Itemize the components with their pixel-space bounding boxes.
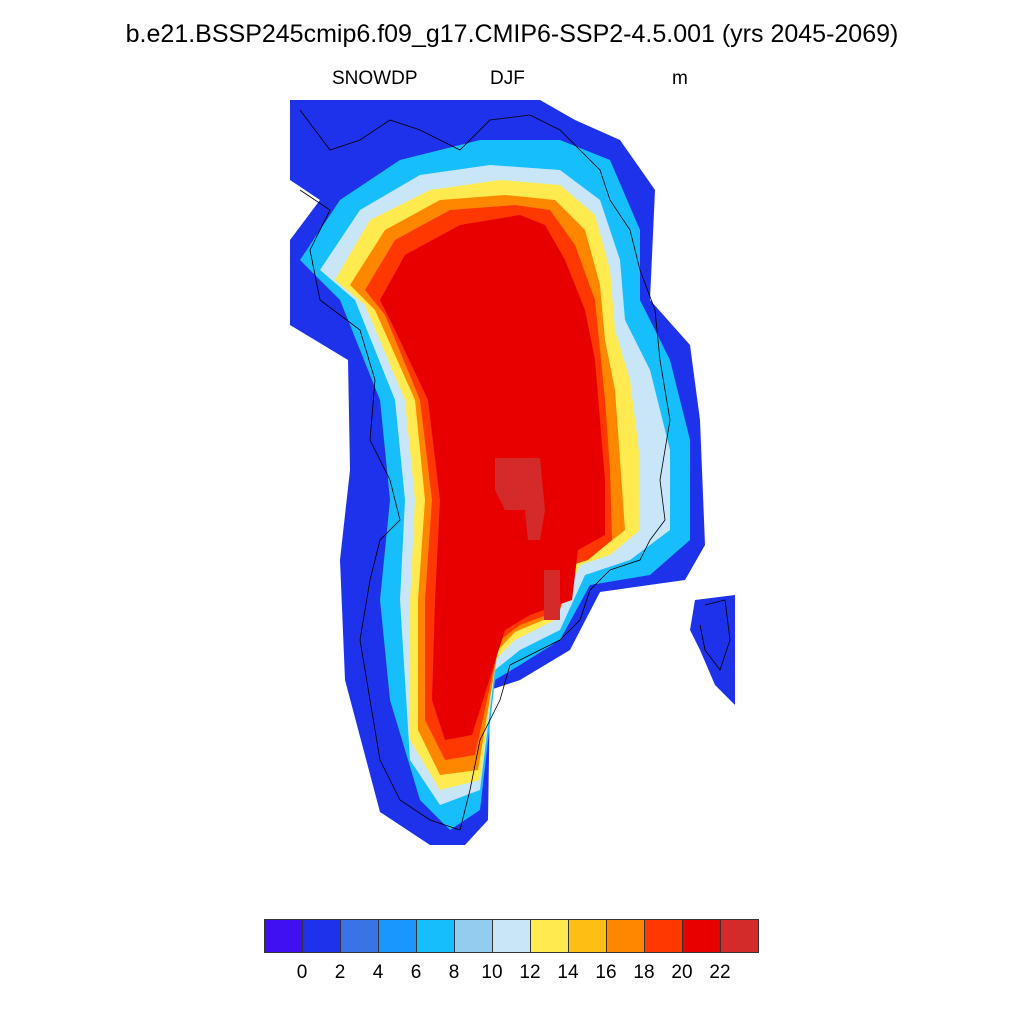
colorbar-swatch	[455, 920, 493, 952]
colorbar-swatch	[417, 920, 455, 952]
colorbar-tick-label: 2	[334, 962, 346, 983]
colorbar-swatch	[721, 920, 758, 952]
greenland-snow-depth-map	[290, 100, 735, 845]
field-core-red	[380, 215, 605, 740]
colorbar	[264, 919, 759, 953]
colorbar-swatch	[645, 920, 683, 952]
units-label: m	[672, 68, 688, 89]
colorbar-swatch	[265, 920, 303, 952]
colorbar-tick-label: 10	[481, 962, 503, 983]
colorbar-swatch	[683, 920, 721, 952]
colorbar-tick-label: 22	[709, 962, 731, 983]
colorbar-swatch	[493, 920, 531, 952]
colorbar-tick-label: 8	[448, 962, 460, 983]
colorbar-tick-label: 4	[372, 962, 384, 983]
colorbar-tick-label: 20	[671, 962, 693, 983]
colorbar-swatch	[607, 920, 645, 952]
colorbar-tick-label: 12	[519, 962, 541, 983]
colorbar-swatch	[303, 920, 341, 952]
colorbar-tick-label: 14	[557, 962, 579, 983]
colorbar-tick-label: 18	[633, 962, 655, 983]
plot-title: b.e21.BSSP245cmip6.f09_g17.CMIP6-SSP2-4.…	[125, 20, 899, 48]
colorbar-tick-label: 6	[410, 962, 422, 983]
season-label: DJF	[490, 68, 525, 89]
variable-label: SNOWDP	[332, 68, 418, 89]
field-max-darkred	[495, 458, 560, 620]
colorbar-swatch	[341, 920, 379, 952]
colorbar-swatch	[531, 920, 569, 952]
colorbar-tick-label: 16	[595, 962, 617, 983]
coastline	[299, 109, 731, 831]
colorbar-swatch	[569, 920, 607, 952]
colorbar-tick-label: 0	[296, 962, 308, 983]
colorbar-swatch	[379, 920, 417, 952]
